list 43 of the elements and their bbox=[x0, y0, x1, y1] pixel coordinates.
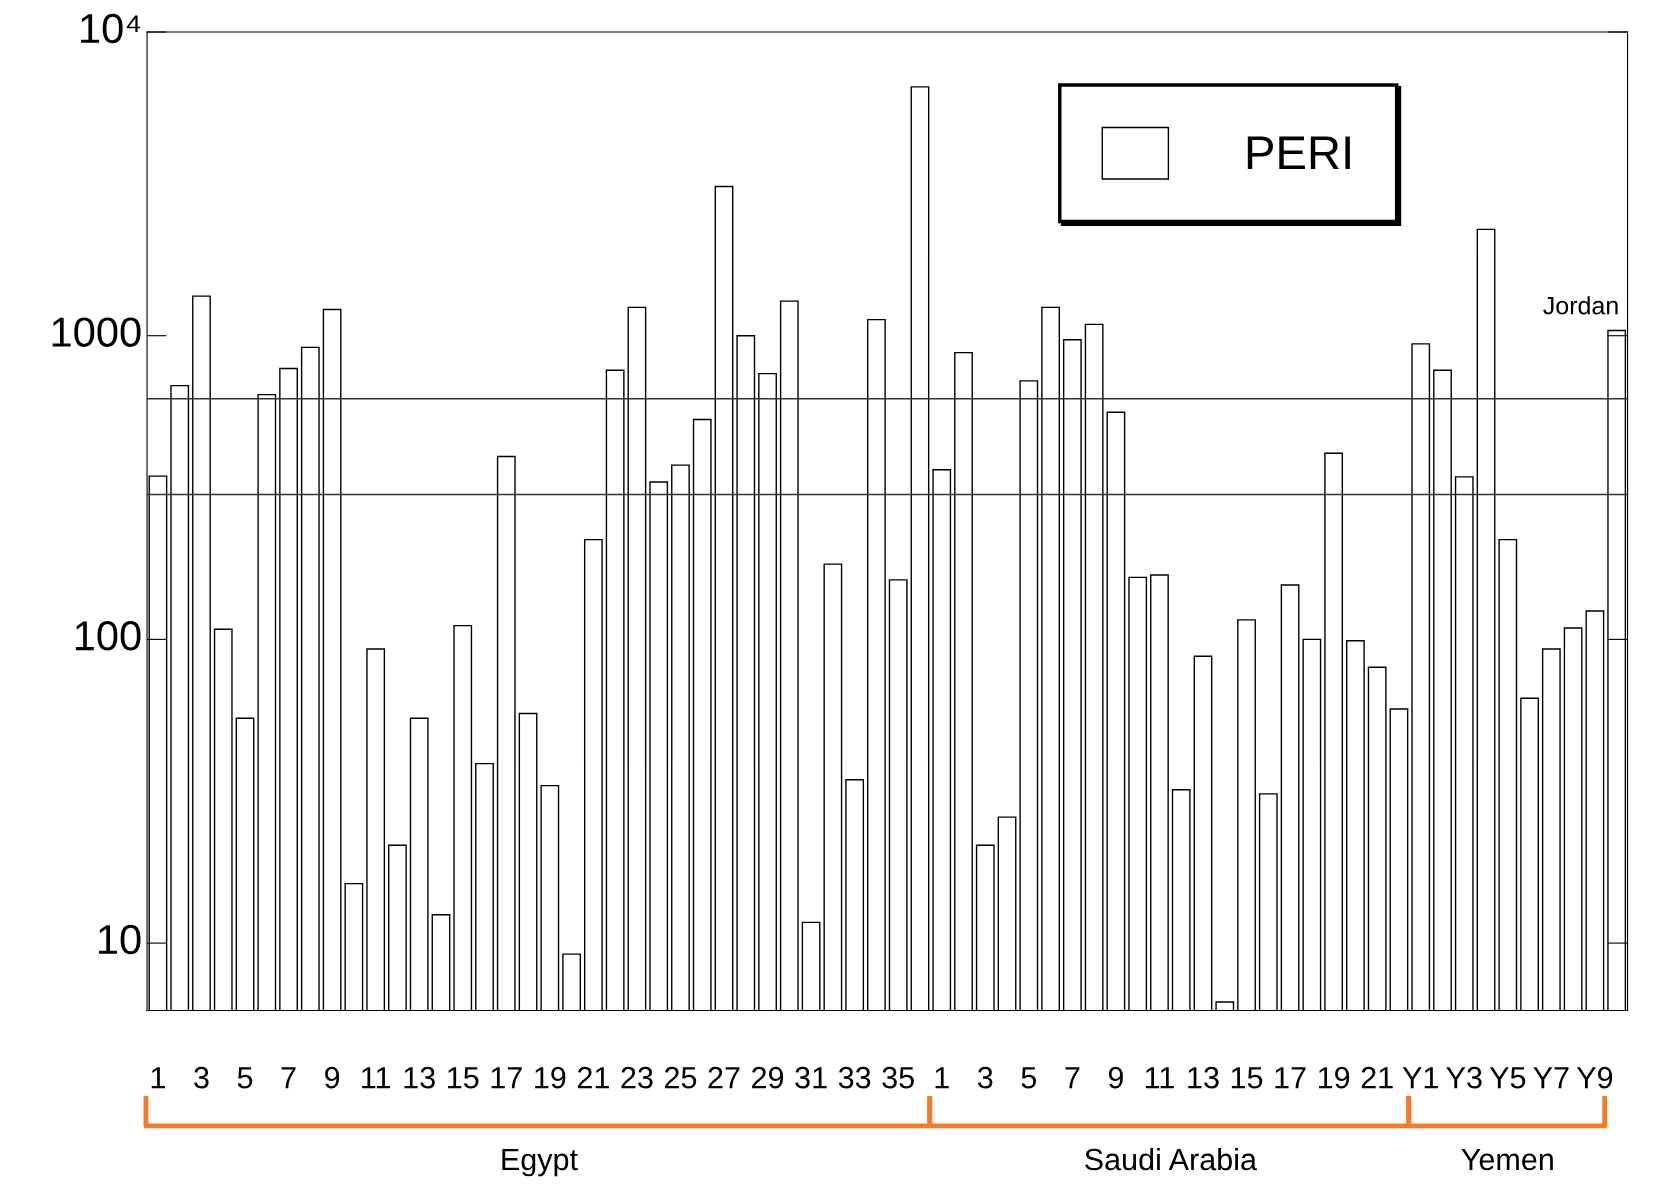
x-tick-label: 35 bbox=[882, 1066, 914, 1089]
x-tick-label: 13 bbox=[404, 1066, 435, 1089]
text: Yemen bbox=[1461, 1149, 1553, 1171]
x-tick-label: 17 bbox=[491, 1067, 522, 1089]
legend-label: PERI bbox=[1247, 136, 1350, 170]
x-tick-label: 3 bbox=[977, 1066, 993, 1089]
x-tick-label: 7 bbox=[1065, 1067, 1080, 1089]
x-tick-label: 11 bbox=[362, 1067, 391, 1089]
x-tick-label: 27 bbox=[708, 1066, 740, 1089]
x-tick-label: Y7 bbox=[1533, 1067, 1569, 1089]
x-tick-label: Y3 bbox=[1446, 1066, 1482, 1089]
x-tick-label: 31 bbox=[795, 1066, 827, 1089]
x-tick-label: Y9 bbox=[1576, 1066, 1613, 1089]
x-tick-label: 17 bbox=[1275, 1067, 1306, 1089]
y-tick-label: 1000 bbox=[52, 317, 141, 347]
x-tick-label: Y1 bbox=[1402, 1067, 1438, 1089]
x-tick-label: 21 bbox=[1361, 1066, 1393, 1089]
x-tick-label: 33 bbox=[838, 1066, 871, 1089]
x-tick-label: Y5 bbox=[1489, 1067, 1526, 1089]
x-tick-label: 3 bbox=[194, 1066, 209, 1089]
x-tick-label: 5 bbox=[1021, 1067, 1037, 1089]
x-tick-label: 1 bbox=[151, 1067, 165, 1089]
x-tick-label: 9 bbox=[1108, 1066, 1123, 1089]
y-tick-label: 10 bbox=[99, 924, 141, 955]
annotation: Jordan bbox=[1543, 296, 1618, 315]
x-tick-label: 19 bbox=[1318, 1066, 1350, 1089]
x-tick-label: 13 bbox=[1188, 1066, 1219, 1089]
y-tick-label: 100 bbox=[75, 621, 141, 651]
x-tick-label: 25 bbox=[665, 1066, 697, 1089]
x-tick-label: 23 bbox=[621, 1066, 653, 1089]
x-tick-label: 19 bbox=[535, 1066, 566, 1089]
x-tick-label: 5 bbox=[237, 1067, 253, 1089]
text: Saudi Arabia bbox=[1085, 1147, 1257, 1171]
text: Egypt bbox=[502, 1149, 578, 1177]
x-tick-label: 15 bbox=[448, 1067, 479, 1089]
x-tick-label: 21 bbox=[577, 1066, 609, 1089]
x-tick-label: 29 bbox=[752, 1066, 784, 1089]
x-tick-label: 15 bbox=[1231, 1067, 1263, 1089]
x-tick-label: 11 bbox=[1145, 1067, 1174, 1089]
x-tick-label: 1 bbox=[935, 1067, 949, 1089]
x-tick-label: 7 bbox=[281, 1067, 296, 1089]
x-tick-label: 9 bbox=[325, 1066, 340, 1089]
y-tick-label: 10⁴ bbox=[81, 13, 141, 44]
